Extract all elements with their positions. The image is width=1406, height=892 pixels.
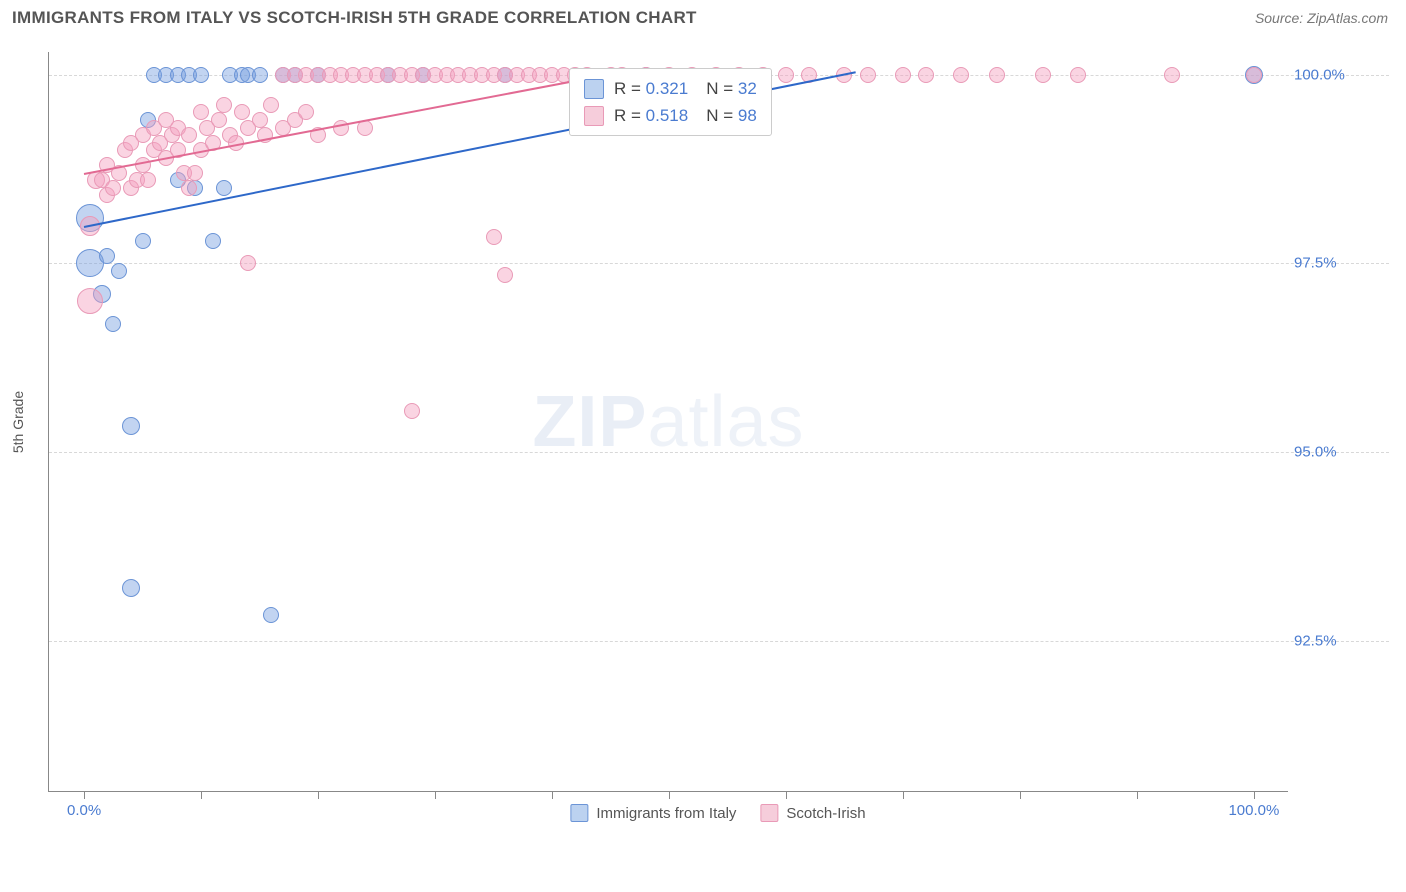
x-tick — [1020, 791, 1021, 799]
x-tick — [435, 791, 436, 799]
scatter-point-scotch — [1035, 67, 1051, 83]
gridline-h — [49, 452, 1389, 453]
x-tick — [84, 791, 85, 799]
y-tick-label: 100.0% — [1294, 66, 1384, 83]
scatter-point-scotch — [989, 67, 1005, 83]
scatter-point-scotch — [77, 288, 103, 314]
plot-wrap: 5th Grade ZIPatlas 92.5%95.0%97.5%100.0%… — [48, 52, 1388, 792]
scatter-point-scotch — [140, 172, 156, 188]
legend-swatch-italy — [570, 804, 588, 822]
stats-box: R = 0.321 N = 32 R = 0.518 N = 98 — [569, 68, 772, 136]
legend: Immigrants from Italy Scotch-Irish — [570, 804, 865, 822]
legend-label-scotch: Scotch-Irish — [786, 805, 865, 822]
watermark: ZIPatlas — [532, 381, 804, 463]
scatter-point-italy — [105, 316, 121, 332]
y-tick-label: 95.0% — [1294, 444, 1384, 461]
scatter-point-scotch — [252, 112, 268, 128]
scatter-point-scotch — [333, 120, 349, 136]
legend-item-italy: Immigrants from Italy — [570, 804, 736, 822]
stats-n-label: N = 98 — [706, 102, 757, 129]
scatter-point-italy — [216, 180, 232, 196]
x-tick-label: 0.0% — [67, 802, 101, 819]
scatter-point-scotch — [211, 112, 227, 128]
watermark-bold: ZIP — [532, 382, 647, 462]
scatter-point-scotch — [263, 97, 279, 113]
stats-n-value: 98 — [738, 106, 757, 125]
scatter-point-scotch — [187, 165, 203, 181]
stats-r-value: 0.321 — [646, 79, 689, 98]
x-tick-label: 100.0% — [1228, 802, 1279, 819]
stats-swatch-scotch — [584, 106, 604, 126]
scatter-point-scotch — [193, 104, 209, 120]
scatter-point-scotch — [404, 403, 420, 419]
scatter-point-scotch — [895, 67, 911, 83]
scatter-point-italy — [122, 579, 140, 597]
scatter-point-scotch — [216, 97, 232, 113]
stats-row-scotch: R = 0.518 N = 98 — [584, 102, 757, 129]
scatter-point-italy — [111, 263, 127, 279]
scatter-point-italy — [193, 67, 209, 83]
stats-r-value: 0.518 — [646, 106, 689, 125]
scatter-point-scotch — [240, 255, 256, 271]
chart-title: IMMIGRANTS FROM ITALY VS SCOTCH-IRISH 5T… — [12, 8, 697, 28]
plot-area: ZIPatlas 92.5%95.0%97.5%100.0%0.0%100.0%… — [48, 52, 1288, 792]
scatter-point-italy — [135, 233, 151, 249]
stats-r-label: R = 0.518 — [614, 102, 688, 129]
scatter-point-scotch — [181, 180, 197, 196]
scatter-point-italy — [252, 67, 268, 83]
y-axis-title: 5th Grade — [10, 391, 26, 453]
stats-n-label: N = 32 — [706, 75, 757, 102]
x-tick — [903, 791, 904, 799]
scatter-point-scotch — [234, 104, 250, 120]
x-tick — [201, 791, 202, 799]
title-bar: IMMIGRANTS FROM ITALY VS SCOTCH-IRISH 5T… — [0, 0, 1406, 36]
scatter-point-scotch — [1164, 67, 1180, 83]
stats-row-italy: R = 0.321 N = 32 — [584, 75, 757, 102]
scatter-point-scotch — [778, 67, 794, 83]
scatter-point-italy — [99, 248, 115, 264]
scatter-point-scotch — [298, 104, 314, 120]
x-tick — [318, 791, 319, 799]
x-tick — [1254, 791, 1255, 799]
legend-label-italy: Immigrants from Italy — [596, 805, 736, 822]
y-tick-label: 92.5% — [1294, 632, 1384, 649]
x-tick — [552, 791, 553, 799]
legend-item-scotch: Scotch-Irish — [760, 804, 865, 822]
scatter-point-scotch — [486, 229, 502, 245]
scatter-point-scotch — [918, 67, 934, 83]
scatter-point-scotch — [860, 67, 876, 83]
watermark-light: atlas — [647, 382, 804, 462]
stats-r-label: R = 0.321 — [614, 75, 688, 102]
gridline-h — [49, 641, 1389, 642]
legend-swatch-scotch — [760, 804, 778, 822]
stats-swatch-italy — [584, 79, 604, 99]
x-tick — [1137, 791, 1138, 799]
scatter-point-scotch — [497, 267, 513, 283]
scatter-point-italy — [122, 417, 140, 435]
scatter-point-italy — [205, 233, 221, 249]
scatter-point-scotch — [105, 180, 121, 196]
stats-n-value: 32 — [738, 79, 757, 98]
source-text: Source: ZipAtlas.com — [1255, 10, 1388, 26]
scatter-point-italy — [263, 607, 279, 623]
y-tick-label: 97.5% — [1294, 255, 1384, 272]
scatter-point-scotch — [1070, 67, 1086, 83]
x-tick — [669, 791, 670, 799]
scatter-point-scotch — [953, 67, 969, 83]
x-tick — [786, 791, 787, 799]
scatter-point-scotch — [181, 127, 197, 143]
scatter-point-scotch — [1246, 67, 1262, 83]
